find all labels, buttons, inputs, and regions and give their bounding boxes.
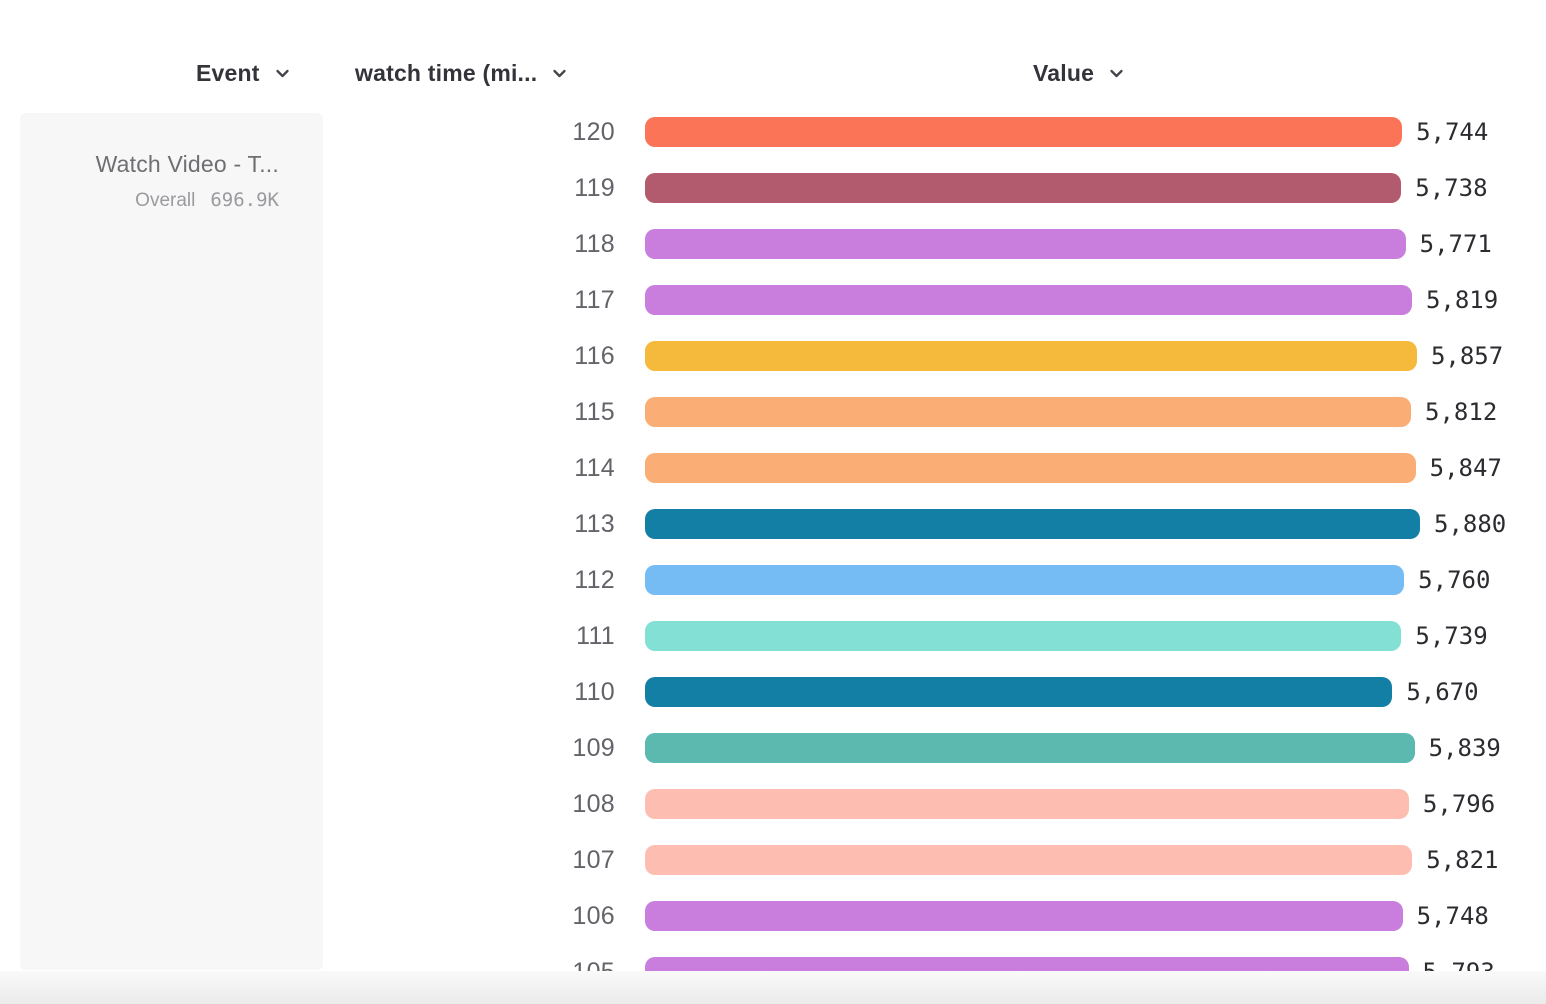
bar-row: 119 5,738 [0, 160, 1546, 216]
chevron-down-icon [1107, 64, 1126, 83]
bar[interactable] [645, 901, 1403, 931]
bar[interactable] [645, 229, 1406, 259]
value-label: 5,857 [1430, 342, 1504, 370]
value-label: 5,748 [1416, 902, 1489, 930]
event-summary-card[interactable]: Watch Video - T... Overall 696.9K [20, 113, 323, 970]
bar[interactable] [645, 845, 1413, 875]
category-label: 113 [574, 509, 615, 538]
bar-row: 113 5,880 [0, 496, 1546, 552]
bar[interactable] [645, 565, 1405, 595]
category-label: 120 [572, 117, 615, 146]
event-title: Watch Video - T... [95, 151, 279, 177]
bar-row: 117 5,819 [0, 272, 1546, 328]
value-label: 5,744 [1416, 118, 1489, 146]
chevron-down-icon [273, 64, 292, 83]
bar-row: 107 5,821 [0, 832, 1546, 888]
bar-row: 111 5,739 [0, 608, 1546, 664]
event-metric-label: Overall [135, 190, 196, 211]
bar[interactable] [645, 117, 1403, 147]
bar[interactable] [645, 341, 1417, 371]
value-label: 5,812 [1425, 398, 1498, 426]
value-label: 5,771 [1419, 230, 1492, 258]
bar-row: 108 5,796 [0, 776, 1546, 832]
value-column-header[interactable]: Value [1033, 57, 1126, 89]
event-column-header[interactable]: Event [196, 57, 292, 89]
event-metric: Overall 696.9K [40, 189, 279, 212]
bar-row: 110 5,670 [0, 664, 1546, 720]
bar[interactable] [645, 733, 1415, 763]
bar-row: 114 5,847 [0, 440, 1546, 496]
value-label: 5,670 [1406, 678, 1479, 706]
bar-chart: 120 5,744 119 5,738 118 5,771 117 5,819 … [0, 104, 1546, 1000]
value-column-label: Value [1033, 59, 1095, 86]
bar[interactable] [645, 397, 1412, 427]
category-label: 107 [572, 845, 615, 874]
category-label: 119 [574, 173, 615, 202]
category-label: 117 [574, 285, 615, 314]
value-label: 5,819 [1425, 286, 1499, 314]
category-label: 106 [572, 901, 615, 930]
bar[interactable] [645, 677, 1393, 707]
value-label: 5,760 [1418, 566, 1491, 594]
value-label: 5,880 [1434, 510, 1507, 538]
bar[interactable] [645, 173, 1402, 203]
value-label: 5,821 [1426, 846, 1499, 874]
bar-row: 112 5,760 [0, 552, 1546, 608]
bar-row: 116 5,857 [0, 328, 1546, 384]
value-label: 5,739 [1415, 622, 1488, 650]
category-label: 110 [574, 677, 615, 706]
value-label: 5,847 [1429, 454, 1502, 482]
event-column-label: Event [196, 59, 260, 86]
event-metric-value: 696.9K [210, 189, 279, 211]
category-label: 118 [574, 229, 615, 258]
series-column-label: watch time (mi... [355, 59, 538, 86]
chevron-down-icon [550, 64, 569, 83]
value-label: 5,796 [1422, 790, 1496, 818]
bar-row: 120 5,744 [0, 104, 1546, 160]
category-label: 111 [576, 621, 615, 650]
bar-row: 106 5,748 [0, 888, 1546, 944]
bar-row: 118 5,771 [0, 216, 1546, 272]
category-label: 115 [574, 397, 615, 426]
category-label: 108 [572, 789, 615, 818]
value-label: 5,738 [1415, 174, 1488, 202]
bar[interactable] [645, 285, 1412, 315]
bar[interactable] [645, 789, 1409, 819]
category-label: 114 [574, 453, 615, 482]
bar[interactable] [645, 453, 1416, 483]
bar[interactable] [645, 621, 1402, 651]
bar[interactable] [645, 509, 1420, 539]
value-label: 5,839 [1428, 734, 1501, 762]
category-label: 116 [574, 341, 615, 370]
category-label: 109 [572, 733, 615, 762]
category-label: 112 [574, 565, 615, 594]
bottom-scroll-strip[interactable] [0, 971, 1546, 1004]
bar-row: 115 5,812 [0, 384, 1546, 440]
bar-row: 109 5,839 [0, 720, 1546, 776]
series-column-header[interactable]: watch time (mi... [355, 57, 569, 89]
